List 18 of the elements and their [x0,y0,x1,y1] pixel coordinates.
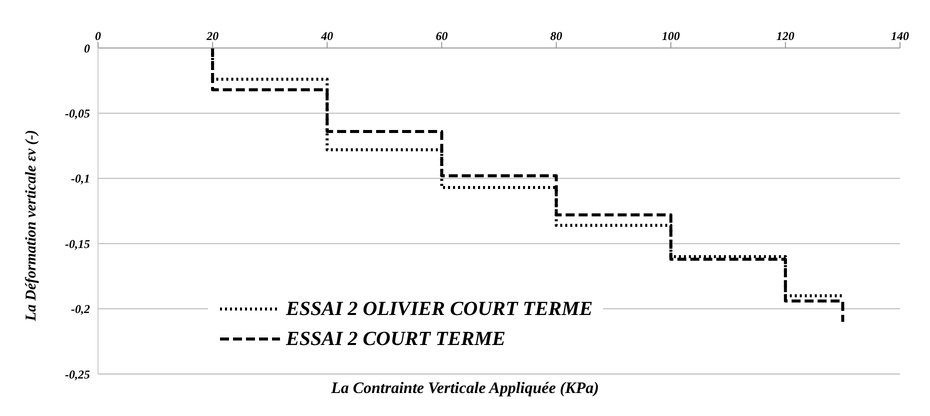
x-tick-label: 80 [550,29,562,43]
y-tick-label: -0,2 [71,302,90,316]
y-axis-title: La Déformation verticale εv (-) [23,130,40,322]
x-tick-label: 40 [320,29,334,43]
x-tick-label: 60 [436,29,448,43]
y-tick-label: 0 [84,41,90,56]
y-tick-label: -0,1 [71,172,90,186]
x-tick-label: 0 [95,29,101,43]
legend-label: ESSAI 2 COURT TERME [286,328,506,350]
x-tick-label: 140 [891,29,909,43]
y-tick-label: -0,05 [65,106,90,120]
x-tick-label: 20 [206,29,219,43]
y-tick-label: -0,15 [65,236,90,251]
legend-label: ESSAI 2 OLIVIER COURT TERME [286,298,593,320]
x-axis-title: La Contrainte Verticale Appliquée (KPa) [330,380,600,398]
x-tick-label: 100 [662,29,680,43]
y-tick-label: -0,25 [65,367,90,382]
x-tick-label: 120 [776,29,794,43]
